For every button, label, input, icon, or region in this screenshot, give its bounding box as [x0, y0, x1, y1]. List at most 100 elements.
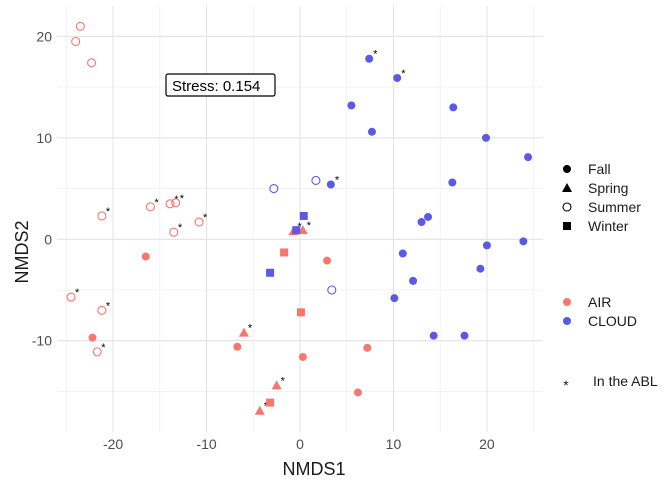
abl-marker: * — [106, 300, 111, 312]
abl-marker: * — [203, 212, 208, 224]
data-point — [409, 276, 418, 285]
data-point — [390, 294, 399, 303]
data-point — [327, 285, 337, 295]
legend-shape-label: Spring — [588, 180, 628, 196]
data-point — [266, 398, 275, 407]
y-tick-label: -10 — [32, 333, 52, 349]
data-point — [417, 218, 426, 227]
legend-color-key — [563, 317, 571, 325]
points-layer: ***************** — [66, 21, 533, 415]
legend-color-key — [563, 298, 571, 306]
data-point — [194, 217, 204, 227]
legend-shape-key — [563, 165, 571, 173]
x-tick-label: 20 — [479, 436, 495, 452]
legend-shape: Fall Spring Summer Winter — [562, 161, 641, 234]
data-point — [519, 237, 528, 246]
data-point — [271, 380, 282, 390]
data-point — [88, 333, 97, 342]
data-point — [398, 249, 407, 258]
y-tick-label: 10 — [36, 130, 52, 146]
x-tick-label: 0 — [296, 436, 304, 452]
legend-color-label: AIR — [588, 294, 611, 310]
data-point — [367, 127, 376, 136]
y-axis-title: NMDS2 — [12, 220, 32, 283]
abl-marker: * — [373, 49, 378, 61]
data-point — [460, 331, 469, 340]
data-point — [393, 74, 402, 83]
abl-marker: * — [75, 287, 80, 299]
data-point — [449, 103, 458, 112]
data-point — [238, 327, 249, 337]
data-point — [326, 180, 335, 189]
abl-marker: * — [180, 193, 185, 205]
data-point — [292, 226, 301, 235]
data-point — [363, 343, 372, 352]
abl-marker: * — [248, 323, 253, 335]
data-point — [311, 175, 321, 186]
data-point — [145, 202, 156, 212]
legend-color: AIR CLOUD — [563, 294, 637, 329]
legend-shape-label: Summer — [588, 199, 641, 215]
data-point — [280, 248, 289, 257]
data-point — [233, 342, 242, 351]
data-point — [97, 211, 107, 221]
legend-abl-label: In the ABL — [593, 373, 658, 389]
y-tick-label: 0 — [44, 231, 52, 247]
data-point — [476, 264, 485, 273]
data-point — [299, 211, 308, 220]
legend-shape-label: Winter — [588, 218, 629, 234]
data-point — [424, 212, 433, 221]
legend-shape-key — [563, 222, 571, 230]
data-point — [448, 178, 457, 187]
data-point — [269, 184, 279, 194]
abl-marker: * — [264, 401, 269, 413]
data-point — [524, 153, 533, 162]
abl-marker: * — [178, 222, 183, 234]
y-tick-labels: -10 0 10 20 — [32, 28, 52, 348]
x-tick-label: 10 — [386, 436, 402, 452]
data-point — [347, 101, 356, 110]
abl-marker: * — [401, 68, 406, 80]
data-point — [296, 308, 305, 317]
data-point — [171, 198, 181, 208]
abl-marker: * — [281, 375, 286, 387]
data-point — [75, 21, 85, 31]
legend-color-label: CLOUD — [588, 313, 637, 329]
data-point — [429, 331, 438, 340]
abl-marker: * — [307, 220, 312, 232]
abl-marker: * — [335, 175, 340, 187]
data-point — [481, 133, 490, 142]
data-point — [482, 241, 491, 250]
data-point — [66, 292, 76, 302]
data-point — [266, 268, 275, 277]
data-point — [165, 199, 175, 209]
x-tick-label: -20 — [103, 436, 123, 452]
data-point — [298, 352, 307, 361]
data-point — [254, 405, 265, 415]
data-point — [87, 58, 97, 68]
x-tick-label: -10 — [196, 436, 216, 452]
data-point — [323, 256, 332, 265]
abl-marker: * — [106, 206, 111, 218]
data-point — [365, 54, 374, 63]
stress-annotation: Stress: 0.154 — [165, 73, 276, 97]
data-point — [71, 36, 81, 47]
stress-box — [165, 73, 276, 97]
abl-marker: * — [174, 194, 179, 206]
abl-marker: * — [154, 197, 159, 209]
legend-shape-key — [562, 202, 572, 212]
legend-abl-symbol: * — [563, 377, 569, 393]
data-point — [353, 388, 362, 397]
data-point — [97, 305, 107, 315]
data-point — [92, 347, 102, 357]
legend-shape-label: Fall — [588, 161, 611, 177]
legend-shape-key — [562, 183, 572, 192]
y-tick-label: 20 — [36, 28, 52, 44]
data-point — [141, 252, 150, 261]
data-point — [169, 227, 179, 237]
legend-abl: * In the ABL — [563, 373, 658, 393]
x-tick-labels: -20 -10 0 10 20 — [103, 436, 495, 452]
stress-label: Stress: 0.154 — [172, 78, 260, 95]
data-point — [297, 225, 308, 235]
